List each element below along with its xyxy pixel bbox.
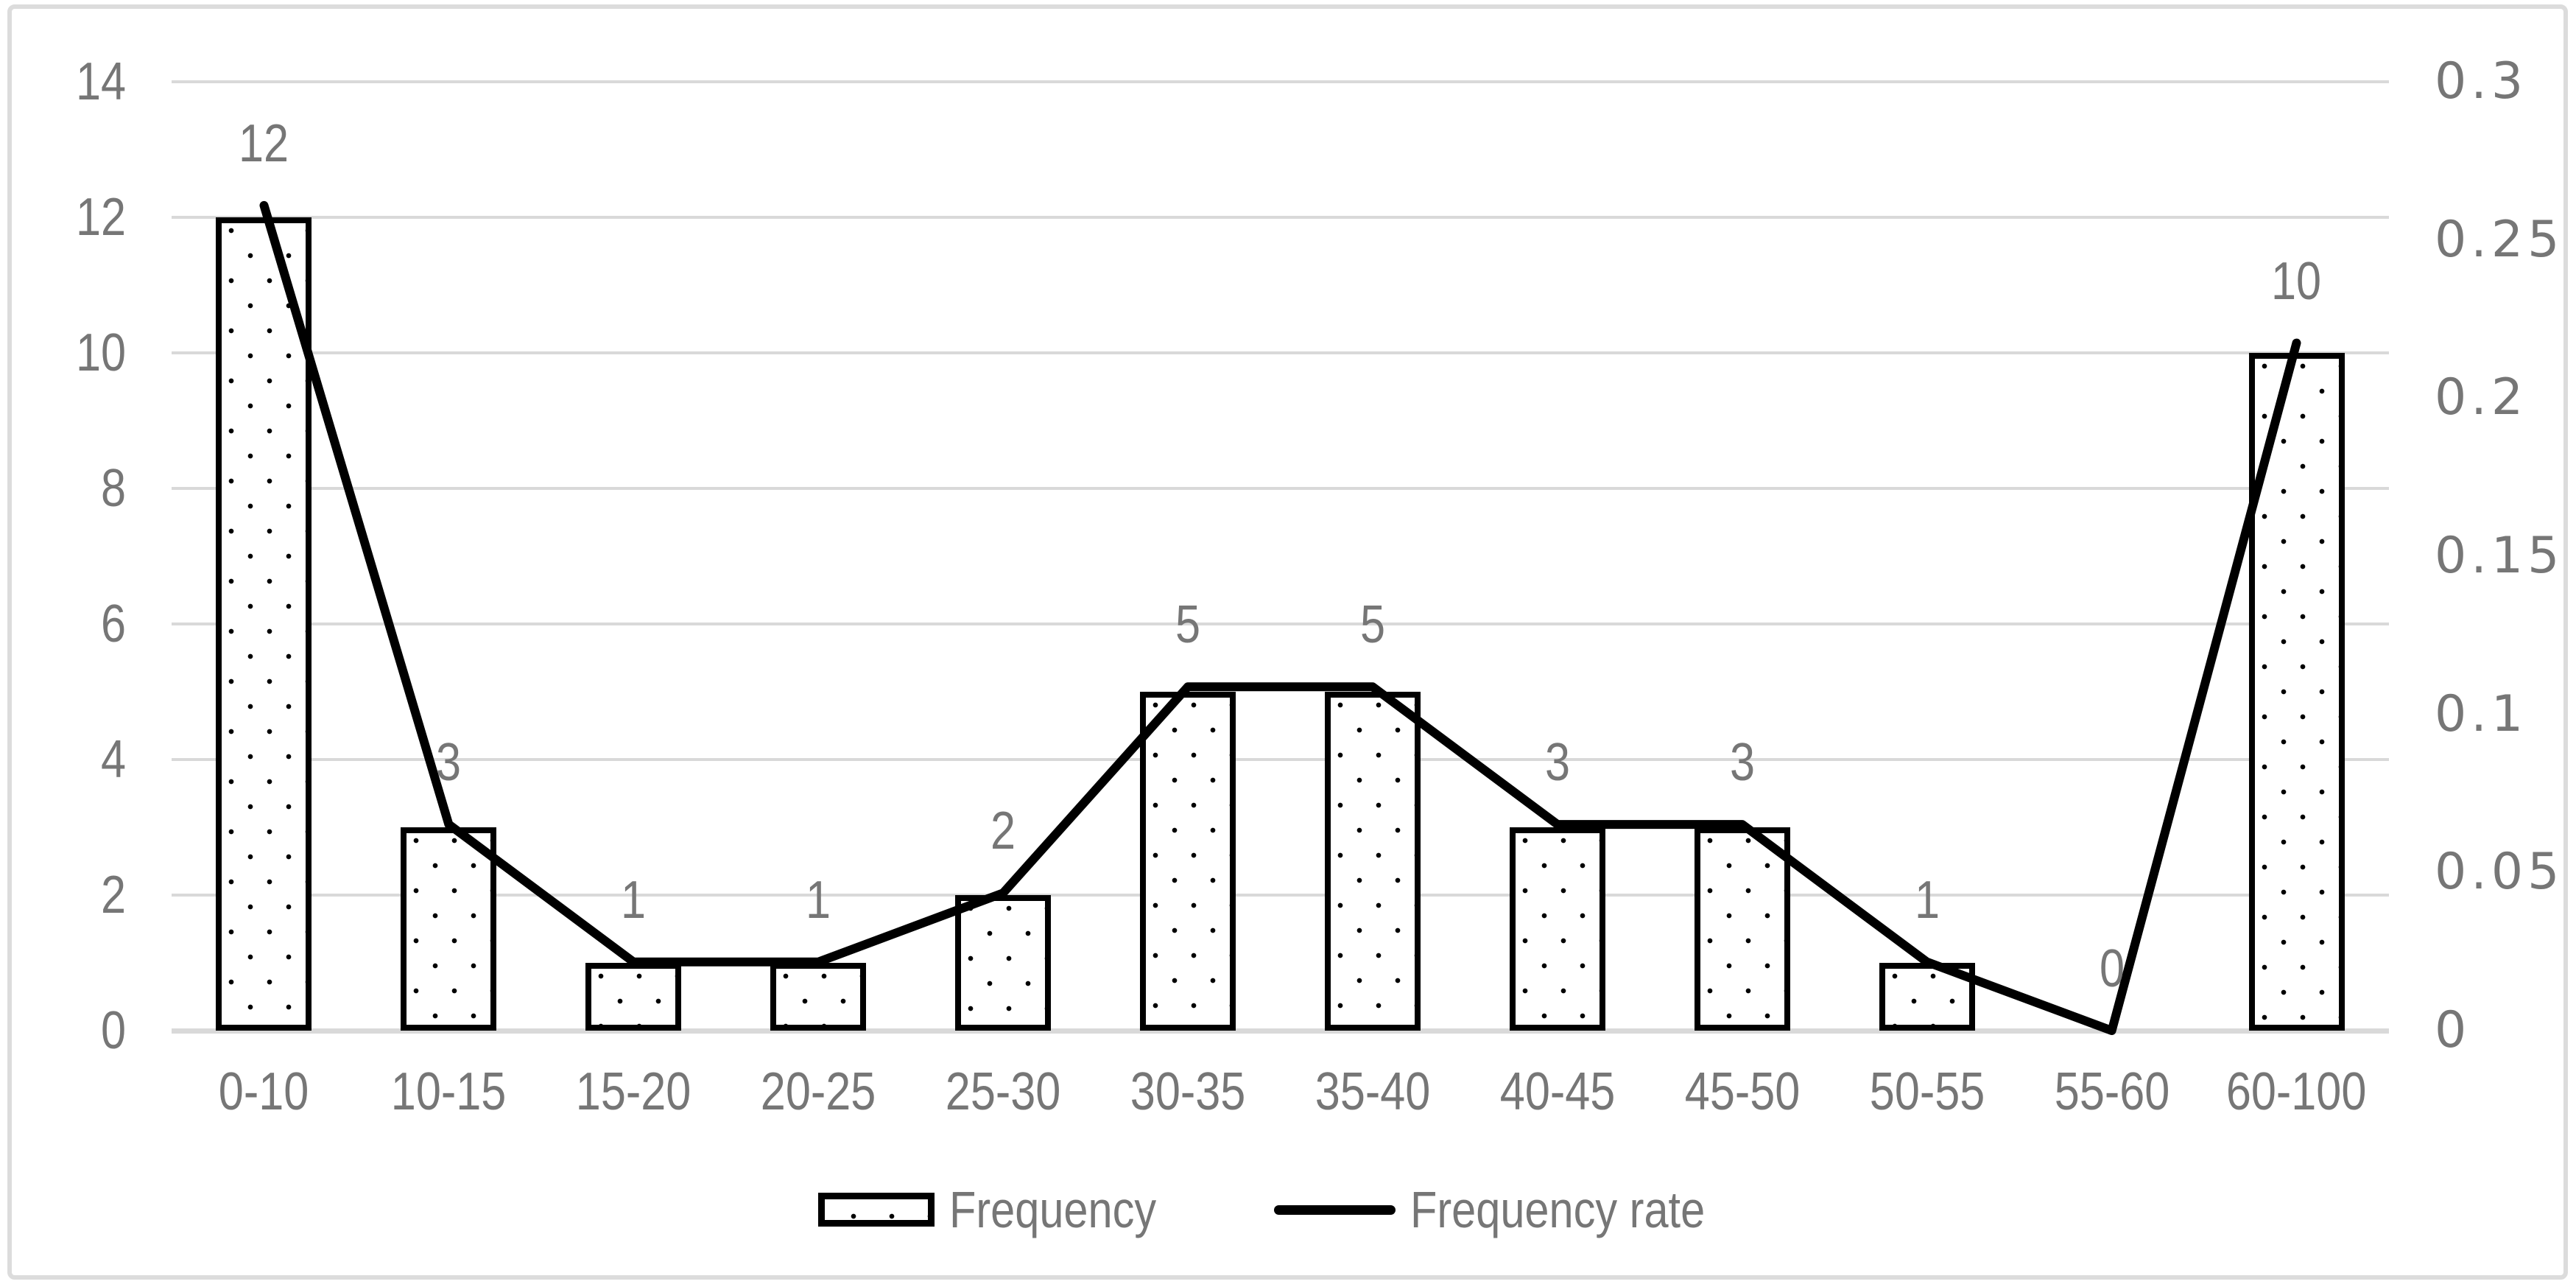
gridline <box>172 623 2389 625</box>
y-axis-tick-8: 8 <box>100 459 126 518</box>
y-axis-tick-4: 4 <box>100 730 126 789</box>
bar-30-35[interactable] <box>1140 692 1236 1031</box>
x-axis-tick-40-45: 40-45 <box>1499 1062 1616 1121</box>
gridline <box>172 758 2389 761</box>
y-axis-tick-0: 0 <box>100 1001 126 1060</box>
bar-0-10[interactable] <box>216 217 312 1031</box>
bar-25-30[interactable] <box>955 895 1052 1031</box>
data-label-45-50: 3 <box>1729 733 1755 793</box>
gridline <box>172 894 2389 897</box>
y-axis-tick-6: 6 <box>100 595 126 653</box>
data-label-35-40: 5 <box>1359 595 1385 655</box>
data-label-15-20: 1 <box>621 870 647 930</box>
bar-40-45[interactable] <box>1509 827 1605 1031</box>
x-axis-tick-35-40: 35-40 <box>1315 1062 1431 1121</box>
bar-50-55[interactable] <box>1879 963 1975 1031</box>
y2-axis-tick-0.25: 0.25 <box>2435 210 2564 269</box>
y-axis-tick-14: 14 <box>75 52 126 111</box>
y-axis-tick-2: 2 <box>100 866 126 925</box>
data-label-60-100: 10 <box>2271 251 2322 311</box>
x-axis-tick-25-30: 25-30 <box>945 1062 1061 1121</box>
gridline <box>172 487 2389 490</box>
legend[interactable]: Frequency Frequency rate <box>12 1180 2563 1239</box>
y2-axis-tick-0.3: 0.3 <box>2435 52 2528 111</box>
data-label-50-55: 1 <box>1914 870 1940 930</box>
frequency-rate-line-layer <box>172 82 2389 1035</box>
data-label-10-15: 3 <box>436 733 462 793</box>
y2-axis-tick-0.05: 0.05 <box>2435 843 2564 902</box>
x-axis-tick-10-15: 10-15 <box>391 1062 507 1121</box>
x-axis-tick-0-10: 0-10 <box>219 1062 309 1121</box>
data-label-30-35: 5 <box>1175 595 1201 655</box>
frequency-rate-line[interactable] <box>259 200 2301 1035</box>
y2-axis-tick-0.15: 0.15 <box>2435 527 2564 585</box>
x-axis-tick-15-20: 15-20 <box>576 1062 691 1121</box>
data-label-25-30: 2 <box>990 802 1016 861</box>
bar-35-40[interactable] <box>1324 692 1421 1031</box>
frequency-rate-series-swatch-icon <box>1273 1204 1396 1215</box>
x-axis-tick-45-50: 45-50 <box>1684 1062 1801 1121</box>
gridline <box>172 80 2389 83</box>
legend-item-frequency[interactable]: Frequency <box>818 1180 1193 1239</box>
bar-10-15[interactable] <box>401 827 497 1031</box>
data-label-55-60: 0 <box>2099 939 2125 998</box>
y2-axis-tick-0: 0 <box>2435 1001 2471 1059</box>
y2-axis-tick-0.1: 0.1 <box>2435 684 2528 743</box>
bar-45-50[interactable] <box>1694 827 1790 1031</box>
data-label-0-10: 12 <box>239 113 289 173</box>
gridline <box>172 351 2389 354</box>
legend-label-frequency: Frequency <box>949 1181 1157 1238</box>
x-axis-tick-30-35: 30-35 <box>1130 1062 1246 1121</box>
bar-60-100[interactable] <box>2248 353 2345 1031</box>
x-axis-tick-20-25: 20-25 <box>760 1062 876 1121</box>
legend-item-frequency-rate[interactable]: Frequency rate <box>1273 1180 1757 1239</box>
y-axis-tick-10: 10 <box>75 323 126 382</box>
y-axis-tick-12: 12 <box>75 188 126 247</box>
plot-area <box>172 82 2389 1031</box>
data-label-40-45: 3 <box>1544 733 1570 793</box>
legend-label-frequency-rate: Frequency rate <box>1410 1181 1706 1238</box>
frequency-series-swatch-icon <box>818 1193 935 1227</box>
gridline <box>172 216 2389 219</box>
x-axis-tick-55-60: 55-60 <box>2054 1062 2169 1121</box>
x-axis-line <box>172 1028 2389 1034</box>
x-axis-tick-50-55: 50-55 <box>1869 1062 1985 1121</box>
y2-axis-tick-0.2: 0.2 <box>2435 368 2528 427</box>
chart-area: 0 2 4 6 8 10 12 14 0 0.05 0.1 0.15 0.2 0.25 0.3 0-10 1… <box>7 4 2568 1280</box>
data-label-20-25: 1 <box>806 870 831 930</box>
x-axis-tick-60-100: 60-100 <box>2226 1062 2367 1121</box>
